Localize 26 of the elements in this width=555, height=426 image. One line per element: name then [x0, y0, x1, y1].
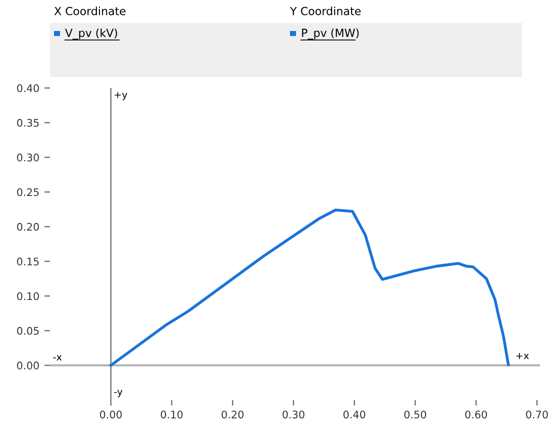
x-tick-label: 0.70 — [526, 410, 548, 418]
text: X Coordinate — [54, 6, 126, 16]
x-tick-label: 0.10 — [160, 410, 183, 418]
y-tick-label: 0.40 — [17, 84, 39, 92]
y-tick-label: 0.10 — [17, 292, 39, 300]
y-tick-label: 0.30 — [17, 154, 39, 162]
x-tick-label: 0.20 — [222, 410, 244, 418]
y-tick-label: 0.35 — [17, 118, 39, 127]
x-tick-label: 0.40 — [343, 410, 366, 418]
y-tick-label: 0.05 — [17, 326, 39, 335]
x-tick-label: 0.00 — [100, 410, 122, 418]
annotation: -y — [114, 390, 122, 398]
x-axis-title: V_pv (kV) — [65, 28, 118, 40]
line-series — [109, 208, 510, 367]
text: Y Coordinate — [290, 6, 361, 16]
y-tick-label: 0.25 — [17, 188, 39, 196]
x-tick-label: 0.50 — [404, 410, 426, 418]
y-tick-label: 0.00 — [17, 362, 39, 370]
y-tick-label: 0.20 — [17, 222, 39, 231]
y-tick-label: 0.15 — [17, 258, 39, 266]
y-axis-title: P_pv (MW) — [302, 28, 359, 40]
x-tick-label: 0.30 — [282, 410, 304, 418]
annotation: +y — [114, 92, 128, 100]
annotation: -x — [53, 355, 62, 361]
annotation: +x — [516, 353, 529, 360]
x-tick-label: 0.60 — [465, 410, 487, 418]
